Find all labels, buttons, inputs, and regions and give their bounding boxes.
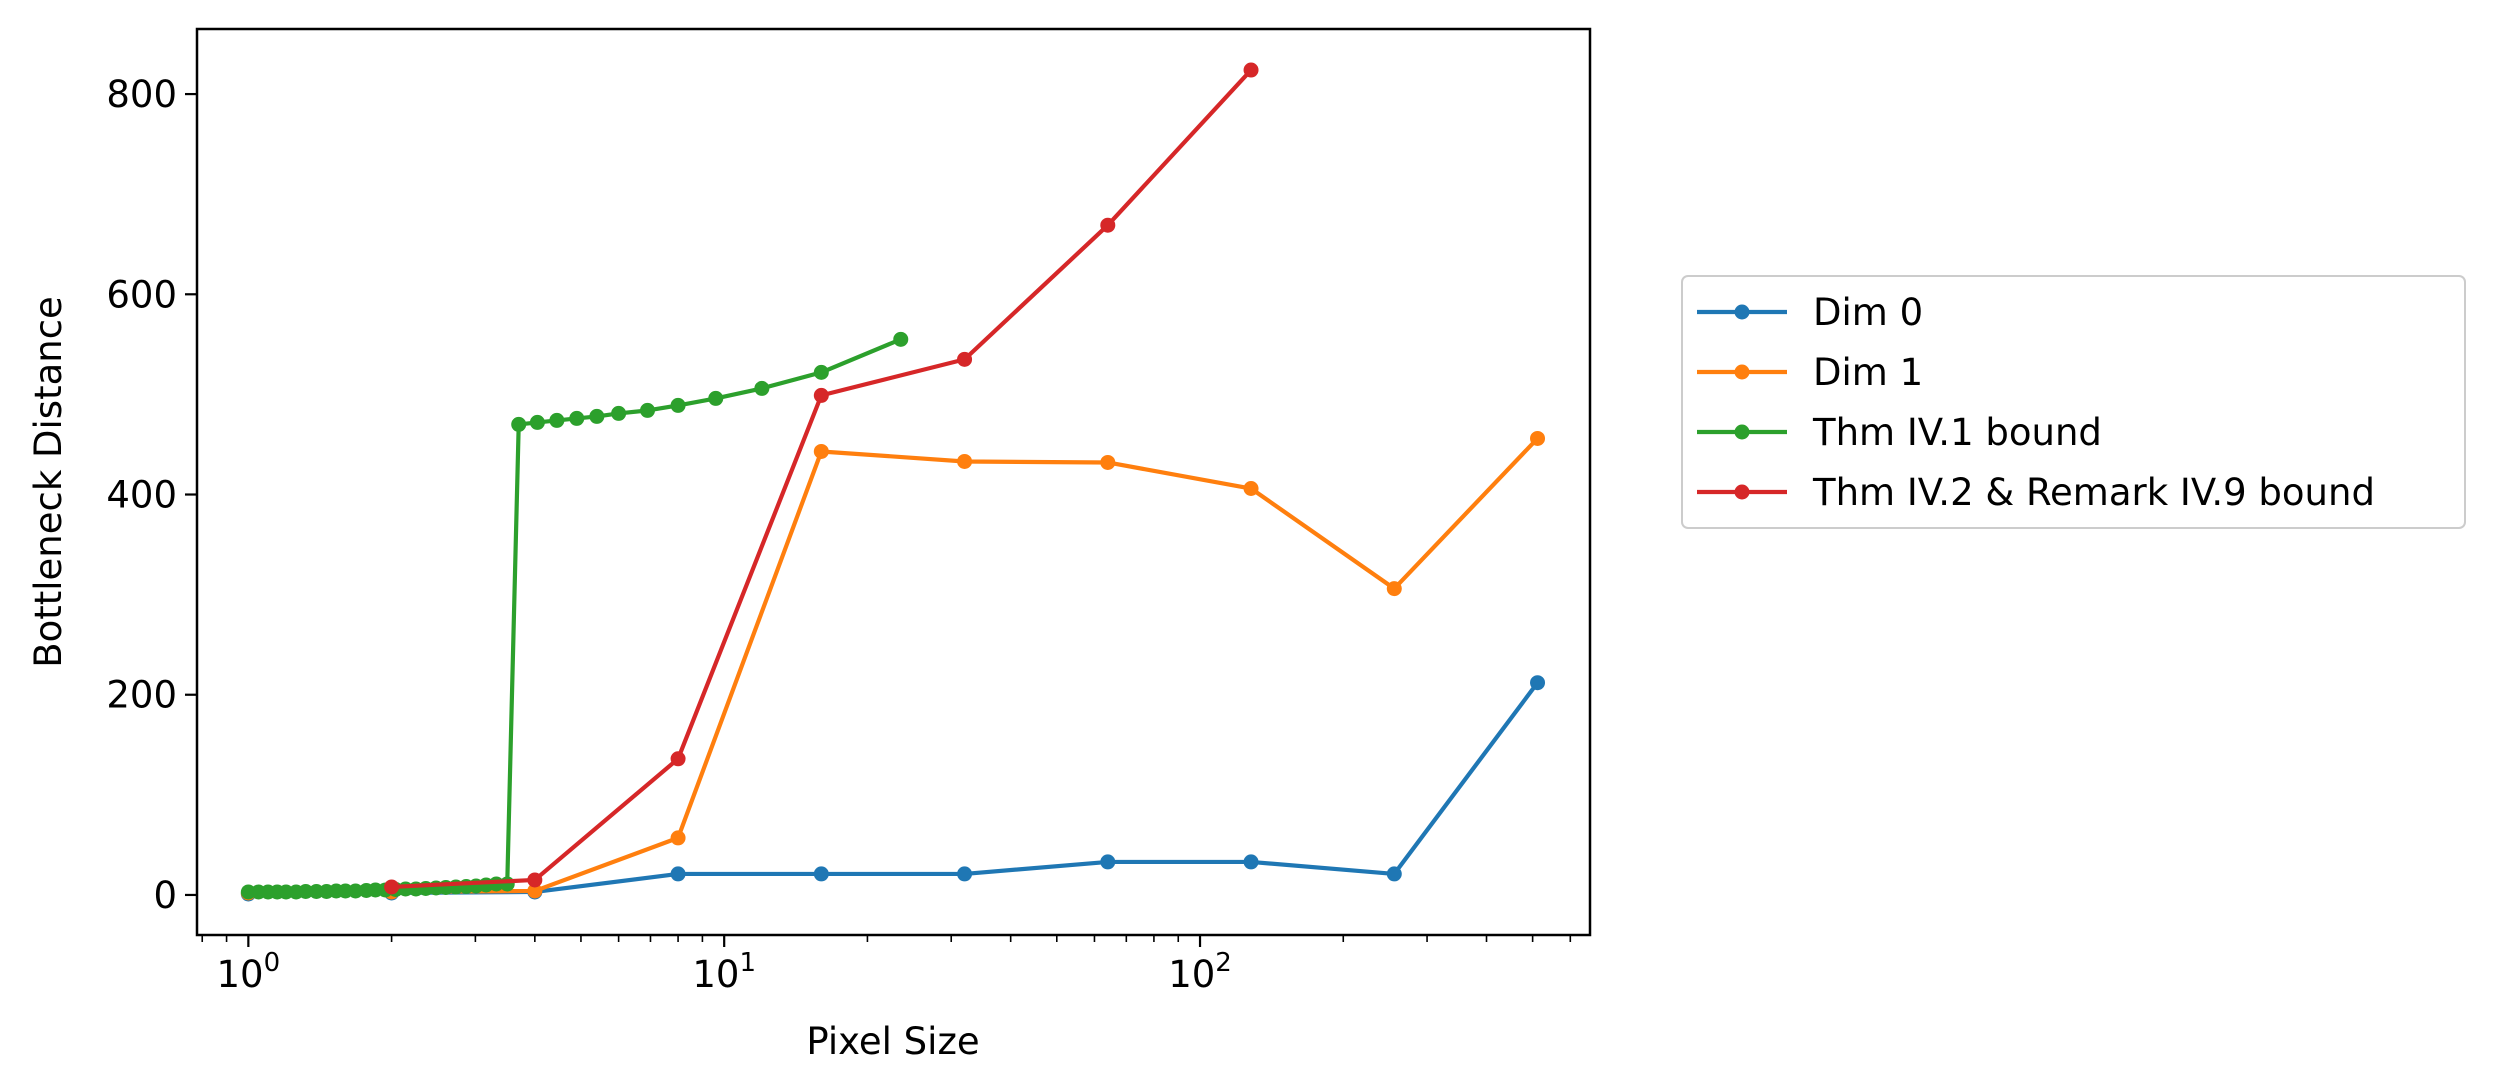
legend-frame <box>1681 275 2466 529</box>
series-0-point <box>1243 854 1259 870</box>
series-2-point <box>549 412 565 428</box>
series-3-point <box>384 879 400 895</box>
series-3-point <box>1100 217 1116 233</box>
x-tick-label: 101 <box>692 948 756 996</box>
legend-label: Dim 1 <box>1813 351 1923 394</box>
legend-swatch-marker <box>1734 484 1750 500</box>
series-0-point <box>1100 854 1116 870</box>
legend-label: Dim 0 <box>1813 291 1923 334</box>
series-1-point <box>957 453 973 469</box>
x-axis: 100 101 102 <box>201 935 1572 996</box>
y-axis-title: Bottleneck Distance <box>27 296 70 668</box>
series-1-point <box>1386 581 1402 597</box>
legend-swatch-marker <box>1734 424 1750 440</box>
x-tick-label: 100 <box>217 948 281 996</box>
series-2-point <box>348 883 364 899</box>
y-tick-label: 400 <box>106 474 177 517</box>
legend: Dim 0 Dim 1 Thm IV.1 bound Thm IV.2 & Remar… <box>1681 275 2466 529</box>
series-2-point <box>529 414 545 430</box>
series-1-point <box>1243 481 1259 497</box>
series-2-point <box>670 397 686 413</box>
series-1-point <box>670 830 686 846</box>
series-1-point <box>813 443 829 459</box>
series-1-point <box>1530 430 1546 446</box>
x-tick-label: 102 <box>1168 948 1232 996</box>
series-2-point <box>611 405 627 421</box>
series-0-point <box>1530 675 1546 691</box>
legend-label: Thm IV.1 bound <box>1812 411 2102 454</box>
series-2-point <box>754 380 770 396</box>
series-0-point <box>957 866 973 882</box>
series-3-point <box>957 351 973 367</box>
plot-area-frame <box>195 27 1592 937</box>
series-2-point <box>569 410 585 426</box>
x-axis-title: Pixel Size <box>806 1020 979 1063</box>
series-3-point <box>813 387 829 403</box>
series-1-point <box>1100 454 1116 470</box>
series-layer <box>240 62 1546 902</box>
legend-swatch-marker <box>1734 364 1750 380</box>
series-2-point <box>640 402 656 418</box>
y-tick-label: 600 <box>106 273 177 316</box>
y-tick-label: 0 <box>153 874 177 917</box>
series-2-point <box>511 416 527 432</box>
series-2-point <box>589 408 605 424</box>
series-0-point <box>813 866 829 882</box>
y-tick-label: 800 <box>106 73 177 116</box>
series-2-point <box>813 364 829 380</box>
legend-swatch-marker <box>1734 304 1750 320</box>
series-2-point <box>893 331 909 347</box>
series-2-point <box>499 876 515 892</box>
series-0-point <box>670 866 686 882</box>
series-3-point <box>1243 62 1259 78</box>
series-2-point <box>298 883 314 899</box>
y-axis: 0 200 400 600 800 <box>106 73 197 917</box>
series-3-point <box>670 751 686 767</box>
series-0-point <box>1386 866 1402 882</box>
y-tick-label: 200 <box>106 674 177 717</box>
series-1-point <box>527 883 543 899</box>
legend-label: Thm IV.2 & Remark IV.9 bound <box>1812 471 2375 514</box>
series-3-point <box>527 872 543 888</box>
series-2-point <box>708 390 724 406</box>
